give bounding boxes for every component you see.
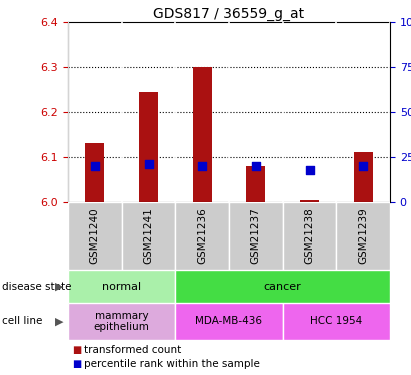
Text: GSM21239: GSM21239 bbox=[358, 207, 368, 264]
Bar bbox=[68, 202, 122, 270]
Text: cancer: cancer bbox=[264, 282, 302, 291]
Bar bbox=[175, 303, 283, 340]
Bar bbox=[354, 153, 372, 202]
Text: GSM21238: GSM21238 bbox=[305, 207, 314, 264]
Bar bbox=[68, 270, 175, 303]
Text: ▶: ▶ bbox=[55, 282, 64, 291]
Point bbox=[306, 166, 313, 172]
Bar bbox=[175, 270, 390, 303]
Text: normal: normal bbox=[102, 282, 141, 291]
Title: GDS817 / 36559_g_at: GDS817 / 36559_g_at bbox=[153, 7, 305, 21]
Text: MDA-MB-436: MDA-MB-436 bbox=[196, 316, 263, 327]
Bar bbox=[229, 202, 283, 270]
Text: disease state: disease state bbox=[2, 282, 72, 291]
Text: GSM21241: GSM21241 bbox=[143, 207, 153, 264]
Bar bbox=[336, 202, 390, 270]
Bar bbox=[122, 202, 175, 270]
Point bbox=[360, 163, 367, 169]
Point bbox=[145, 161, 152, 167]
Text: GSM21237: GSM21237 bbox=[251, 207, 261, 264]
Text: GSM21240: GSM21240 bbox=[90, 207, 100, 264]
Bar bbox=[175, 202, 229, 270]
Text: percentile rank within the sample: percentile rank within the sample bbox=[84, 359, 260, 369]
Text: transformed count: transformed count bbox=[84, 345, 182, 355]
Point bbox=[92, 163, 98, 169]
Text: ■: ■ bbox=[72, 359, 81, 369]
Text: ▶: ▶ bbox=[55, 316, 64, 327]
Text: HCC 1954: HCC 1954 bbox=[310, 316, 363, 327]
Bar bbox=[247, 166, 265, 202]
Bar bbox=[139, 92, 158, 202]
Bar bbox=[68, 303, 175, 340]
Bar bbox=[193, 67, 212, 202]
Point bbox=[252, 163, 259, 169]
Text: mammary
epithelium: mammary epithelium bbox=[94, 311, 150, 332]
Bar bbox=[283, 303, 390, 340]
Bar bbox=[85, 144, 104, 202]
Bar bbox=[283, 202, 336, 270]
Point bbox=[199, 163, 206, 169]
Text: GSM21236: GSM21236 bbox=[197, 207, 207, 264]
Bar bbox=[300, 200, 319, 202]
Text: cell line: cell line bbox=[2, 316, 42, 327]
Text: ■: ■ bbox=[72, 345, 81, 355]
